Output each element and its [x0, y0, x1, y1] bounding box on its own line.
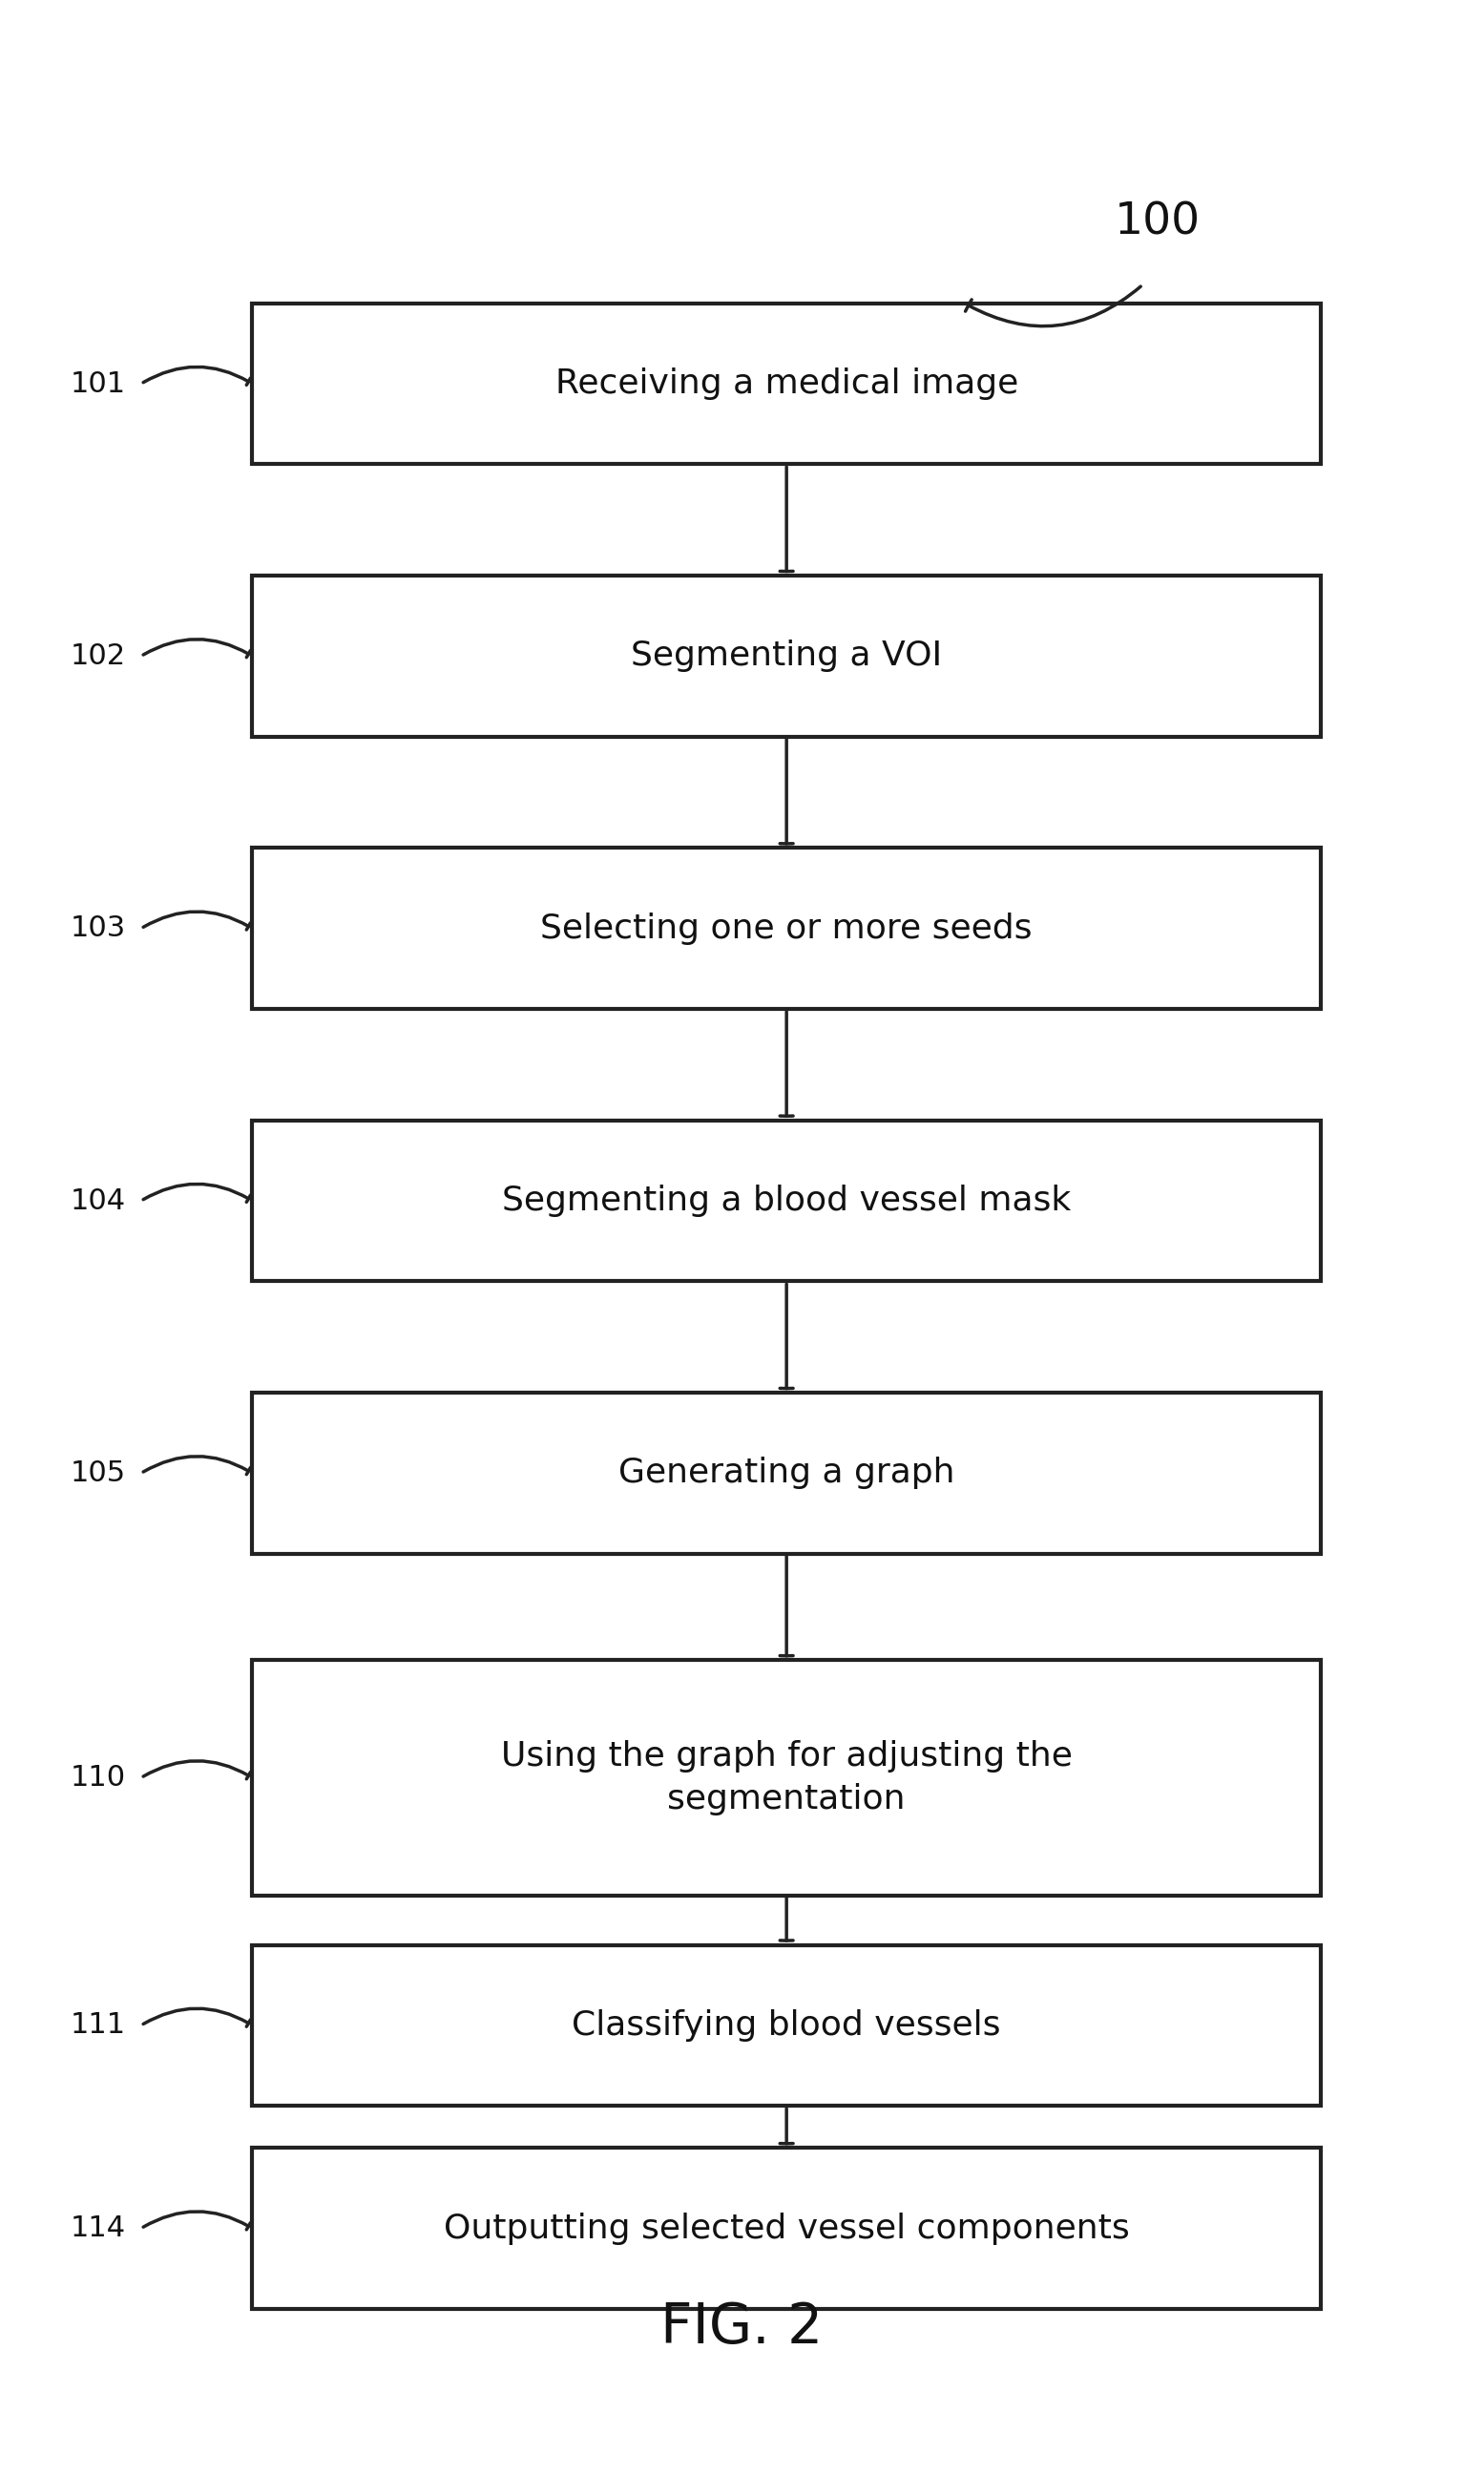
Text: Segmenting a blood vessel mask: Segmenting a blood vessel mask	[502, 1184, 1071, 1218]
Text: 103: 103	[71, 914, 126, 943]
Text: 105: 105	[71, 1458, 126, 1488]
Text: Receiving a medical image: Receiving a medical image	[555, 366, 1018, 401]
Text: 102: 102	[71, 641, 126, 671]
Text: Outputting selected vessel components: Outputting selected vessel components	[444, 2211, 1129, 2246]
FancyBboxPatch shape	[252, 1119, 1321, 1283]
Text: 111: 111	[71, 2011, 126, 2040]
Text: Using the graph for adjusting the
segmentation: Using the graph for adjusting the segmen…	[500, 1741, 1073, 1815]
FancyBboxPatch shape	[252, 2147, 1321, 2308]
Text: 100: 100	[1114, 201, 1201, 245]
Text: Classifying blood vessels: Classifying blood vessels	[571, 2008, 1002, 2043]
Text: 104: 104	[71, 1186, 126, 1216]
Text: 101: 101	[71, 369, 126, 399]
Text: 114: 114	[71, 2214, 126, 2243]
Text: Segmenting a VOI: Segmenting a VOI	[631, 639, 942, 673]
Text: Generating a graph: Generating a graph	[619, 1456, 954, 1491]
FancyBboxPatch shape	[252, 305, 1321, 465]
Text: FIG. 2: FIG. 2	[660, 2300, 824, 2355]
Text: Selecting one or more seeds: Selecting one or more seeds	[540, 911, 1033, 946]
FancyBboxPatch shape	[252, 849, 1321, 1010]
FancyBboxPatch shape	[252, 574, 1321, 738]
FancyBboxPatch shape	[252, 1392, 1321, 1555]
FancyBboxPatch shape	[252, 1659, 1321, 1897]
Text: 110: 110	[71, 1763, 126, 1793]
FancyBboxPatch shape	[252, 1946, 1321, 2105]
